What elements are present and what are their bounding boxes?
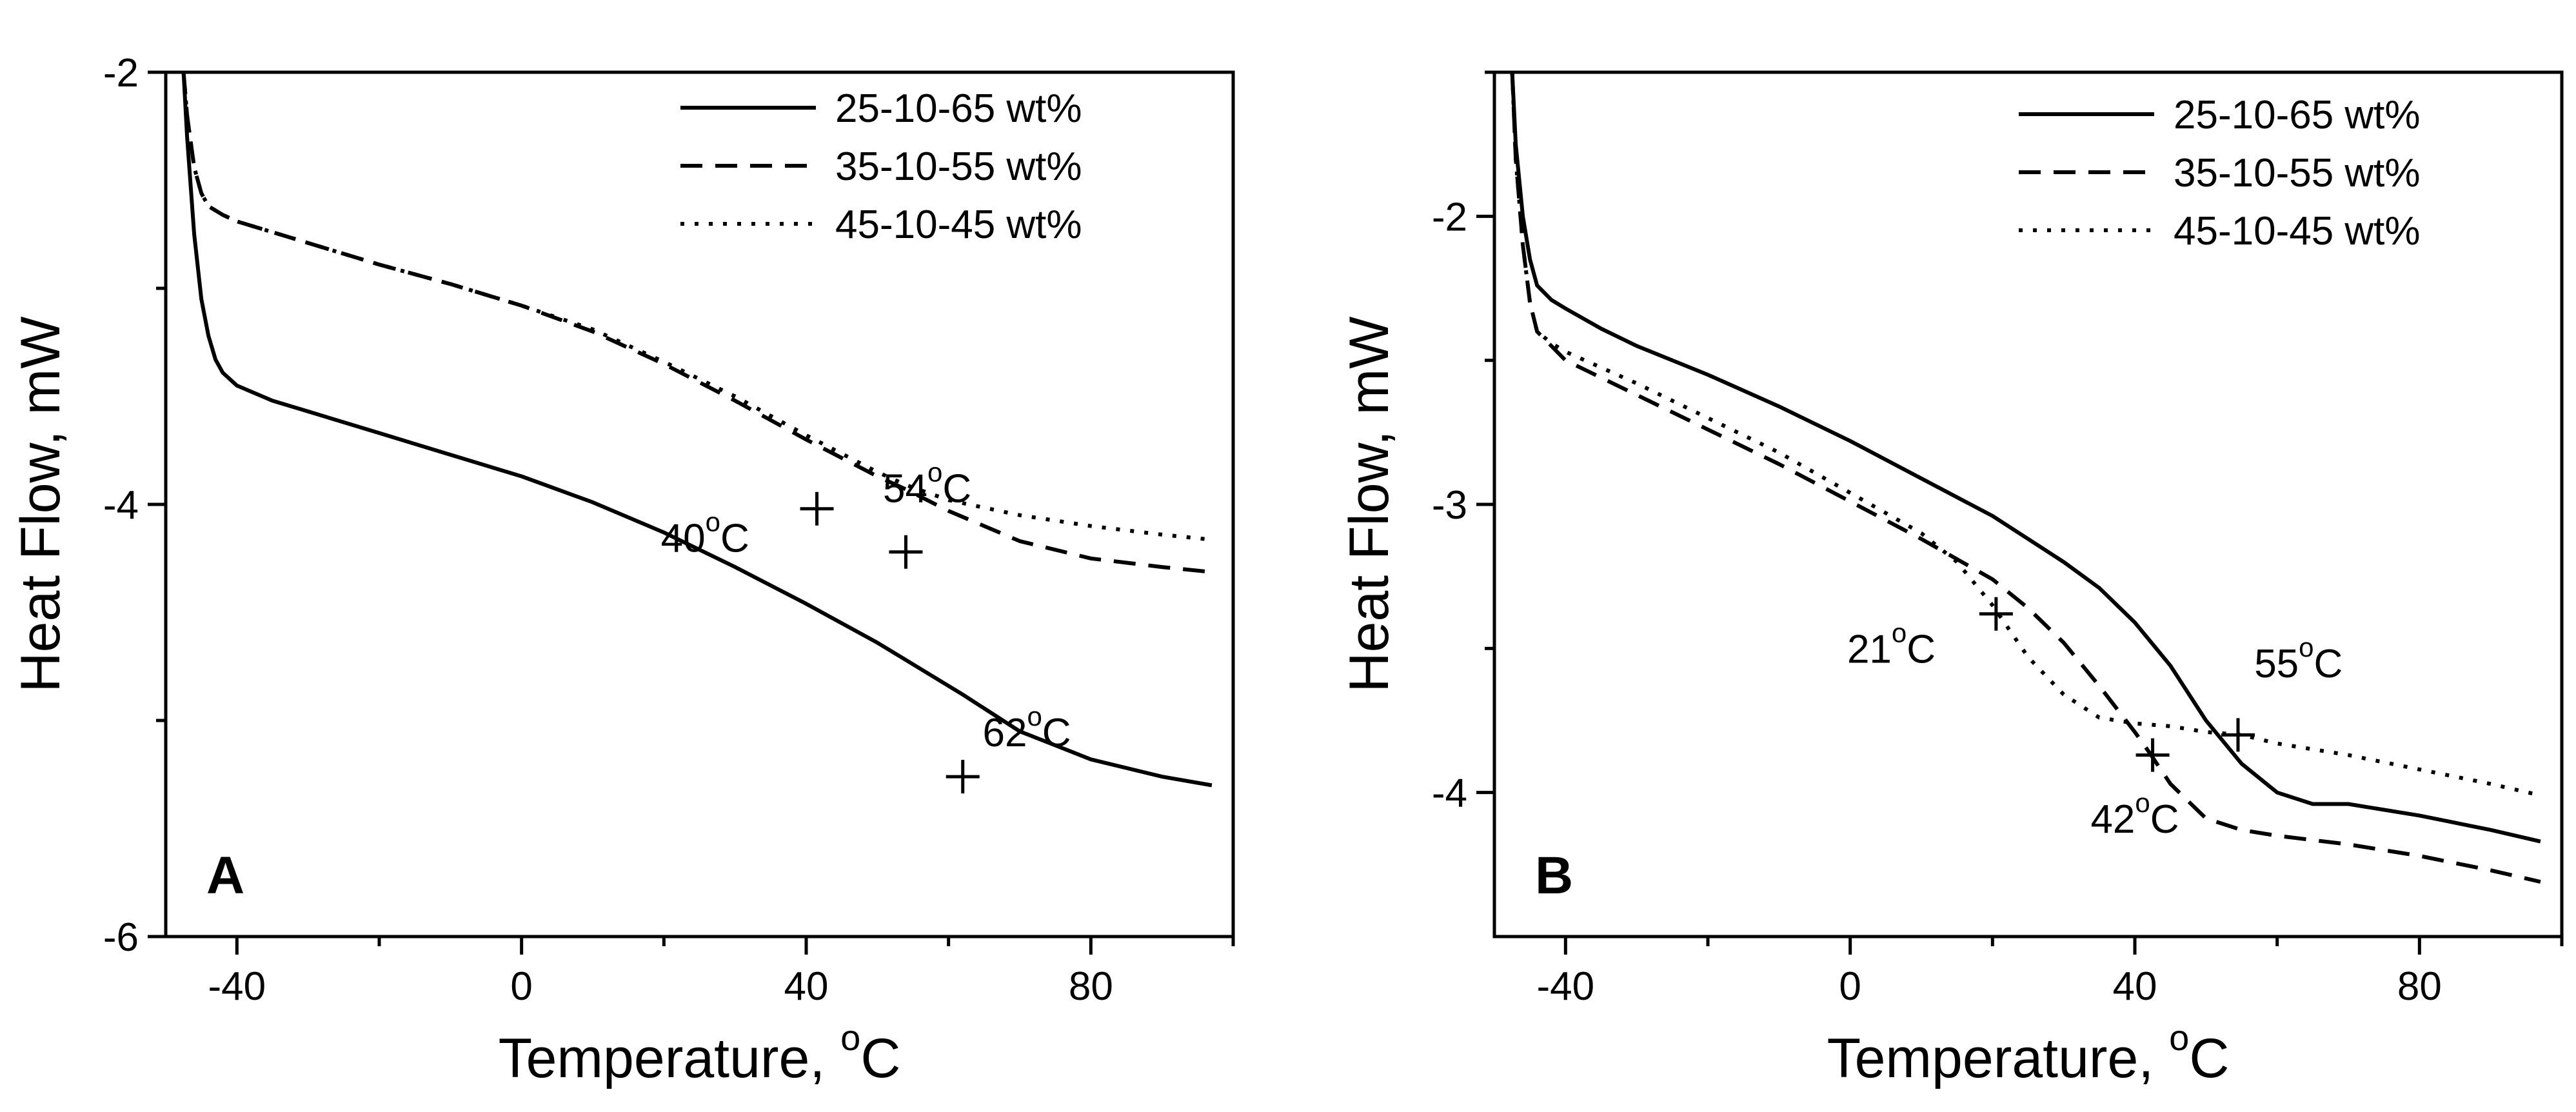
x-tick-label: 40 [784,964,829,1009]
legend-label-1: 25-10-65 wt% [835,86,1082,131]
x-tick-label: -40 [1537,964,1595,1009]
legend-label-3: 45-10-45 wt% [835,203,1082,247]
x-tick-label: 0 [1839,964,1861,1009]
x-axis-title: Temperature, oC [1827,1017,2230,1089]
legend-label-2: 35-10-55 wt% [835,144,1082,189]
legend: 25-10-65 wt% 35-10-55 wt% 45-10-45 wt% [680,86,1082,247]
transition-label: 54oC [883,457,971,511]
legend: 25-10-65 wt% 35-10-55 wt% 45-10-45 wt% [2019,93,2421,253]
y-axis-title: Heat Flow, mW [10,317,72,693]
transition-marker [946,760,980,794]
y-tick-label: -4 [1432,771,1467,816]
series-line-3 [1510,72,2541,798]
transition-marker [2135,738,2170,772]
x-axis-title: Temperature, oC [499,1017,901,1089]
series-line-1 [1510,72,2541,844]
y-tick-label: -4 [103,483,139,528]
chart-panel-b: -40 0 40 80 -4 -3 -2 Temperature, oC Heat Flow, … [1338,70,2564,1089]
legend-label-3: 45-10-45 wt% [2174,209,2421,253]
plot-frame [1492,70,2564,938]
panel-label: B [1535,846,1573,905]
y-tick-label: -6 [103,915,139,960]
legend-label-2: 35-10-55 wt% [2174,151,2421,195]
x-tick-label: 40 [2113,964,2157,1009]
transition-marker [800,491,834,526]
transition-label: 62oC [982,701,1071,755]
chart-panel-a: -40 0 40 80 -6 -4 -2 Temperature, oC Heat Flow, … [10,51,1235,1089]
series-line-3 [181,72,1205,541]
plot-frame [164,70,1235,938]
y-tick-label: -3 [1432,483,1467,528]
y-tick-label: -2 [103,51,139,95]
transition-marker [2221,718,2255,752]
x-tick-label: 0 [510,964,532,1009]
transition-label: 42oC [2090,788,2179,842]
x-tick-label: 80 [1069,964,1113,1009]
series-line-2 [181,72,1205,573]
series-line-1 [181,72,1213,788]
x-tick-label: 80 [2397,964,2442,1009]
transition-label: 55oC [2254,632,2343,686]
panel-label: A [206,846,244,905]
x-tick-label: -40 [208,964,266,1009]
transition-label: 21oC [1847,618,1936,672]
y-tick-label: -2 [1432,195,1467,239]
y-axis-title: Heat Flow, mW [1338,317,1400,693]
legend-label-1: 25-10-65 wt% [2174,93,2421,137]
series-line-2 [1510,72,2541,884]
transition-label: 40oC [661,507,749,561]
transition-marker [1979,597,2013,631]
transition-marker [889,535,923,569]
